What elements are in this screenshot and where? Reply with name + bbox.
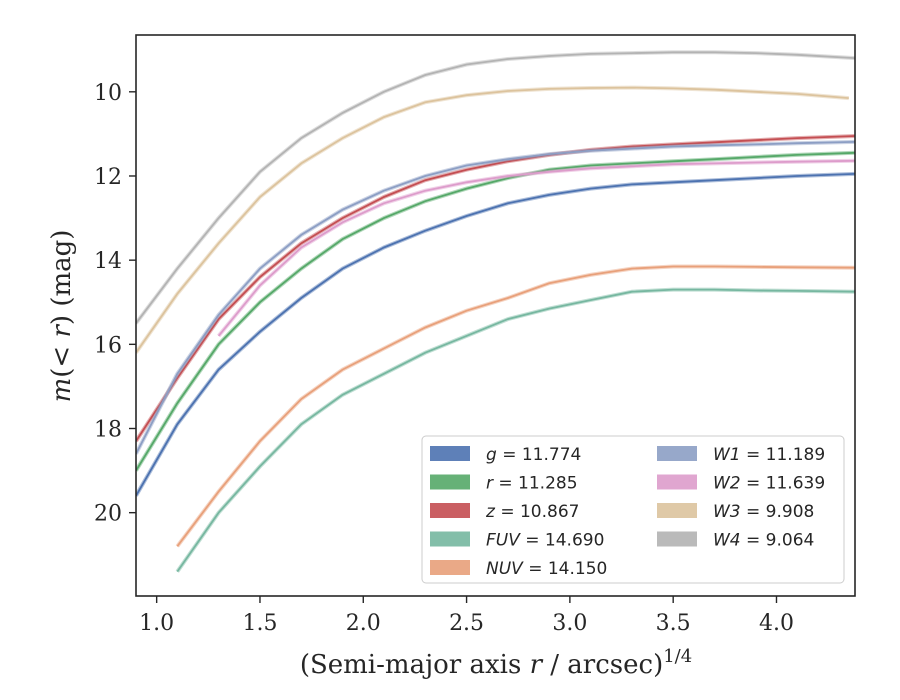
x-tick-label: 4.0 xyxy=(759,611,794,636)
legend-label: W1 = 11.189 xyxy=(713,445,825,465)
legend: g = 11.774 r = 11.285 z = 10.867 FUV = 14.6… xyxy=(421,435,845,584)
x-tick-label: 3.0 xyxy=(552,611,587,636)
series-line-7 xyxy=(136,86,849,354)
legend-label: g = 11.774 xyxy=(486,445,581,465)
legend-swatch xyxy=(430,446,470,461)
legend-label: W4 = 9.064 xyxy=(713,531,814,551)
series-line-4 xyxy=(176,265,855,547)
x-tick-label: 2.5 xyxy=(449,611,484,636)
y-tick-label: 16 xyxy=(94,333,122,358)
series-band-7 xyxy=(136,85,849,354)
legend-label: W2 = 11.639 xyxy=(713,474,825,494)
y-tick-label: 18 xyxy=(94,417,122,442)
x-tick-label: 2.0 xyxy=(346,611,381,636)
legend-label: FUV = 14.690 xyxy=(486,531,604,551)
legend-label: NUV = 14.150 xyxy=(486,559,607,579)
y-tick-label: 12 xyxy=(94,165,122,190)
series-line-1 xyxy=(136,151,855,472)
y-tick-label: 10 xyxy=(94,81,122,106)
series-line-5 xyxy=(136,141,855,455)
legend-swatch xyxy=(430,560,470,575)
plot-frame xyxy=(135,34,856,597)
series-line-2 xyxy=(136,135,855,442)
y-tick-label: 14 xyxy=(94,249,122,274)
legend-swatch xyxy=(430,531,470,547)
x-tick-label: 1.5 xyxy=(242,611,277,636)
x-tick-label: 1.0 xyxy=(139,611,174,636)
x-tick-label: 3.5 xyxy=(656,611,691,636)
series-band-6 xyxy=(217,158,855,338)
y-tick-label: 20 xyxy=(94,502,122,527)
series-lines xyxy=(136,50,855,573)
legend-swatch xyxy=(657,503,697,518)
legend-swatch xyxy=(657,474,697,490)
legend-swatch xyxy=(657,531,697,547)
legend-box xyxy=(421,435,845,584)
series-line-3 xyxy=(176,288,855,573)
legend-label: W3 = 9.908 xyxy=(713,502,814,522)
legend-swatch xyxy=(430,474,470,490)
legend-label: z = 10.867 xyxy=(485,502,579,522)
series-line-0 xyxy=(136,173,855,497)
series-line-6 xyxy=(217,159,855,337)
series-band-1 xyxy=(136,150,855,472)
y-axis-label: m(< r) (mag) xyxy=(47,230,77,403)
axis-ticks: 1.0 1.5 2.0 2.5 3.0 3.5 4.0 10 12 14 16 18 20 xyxy=(94,81,794,636)
x-axis-label: (Semi-major axis r / arcsec)1/4 xyxy=(300,646,692,680)
legend-swatch xyxy=(430,503,470,518)
legend-swatch xyxy=(657,446,697,461)
legend-label: r = 11.285 xyxy=(486,474,578,494)
series-line-8 xyxy=(136,51,855,324)
